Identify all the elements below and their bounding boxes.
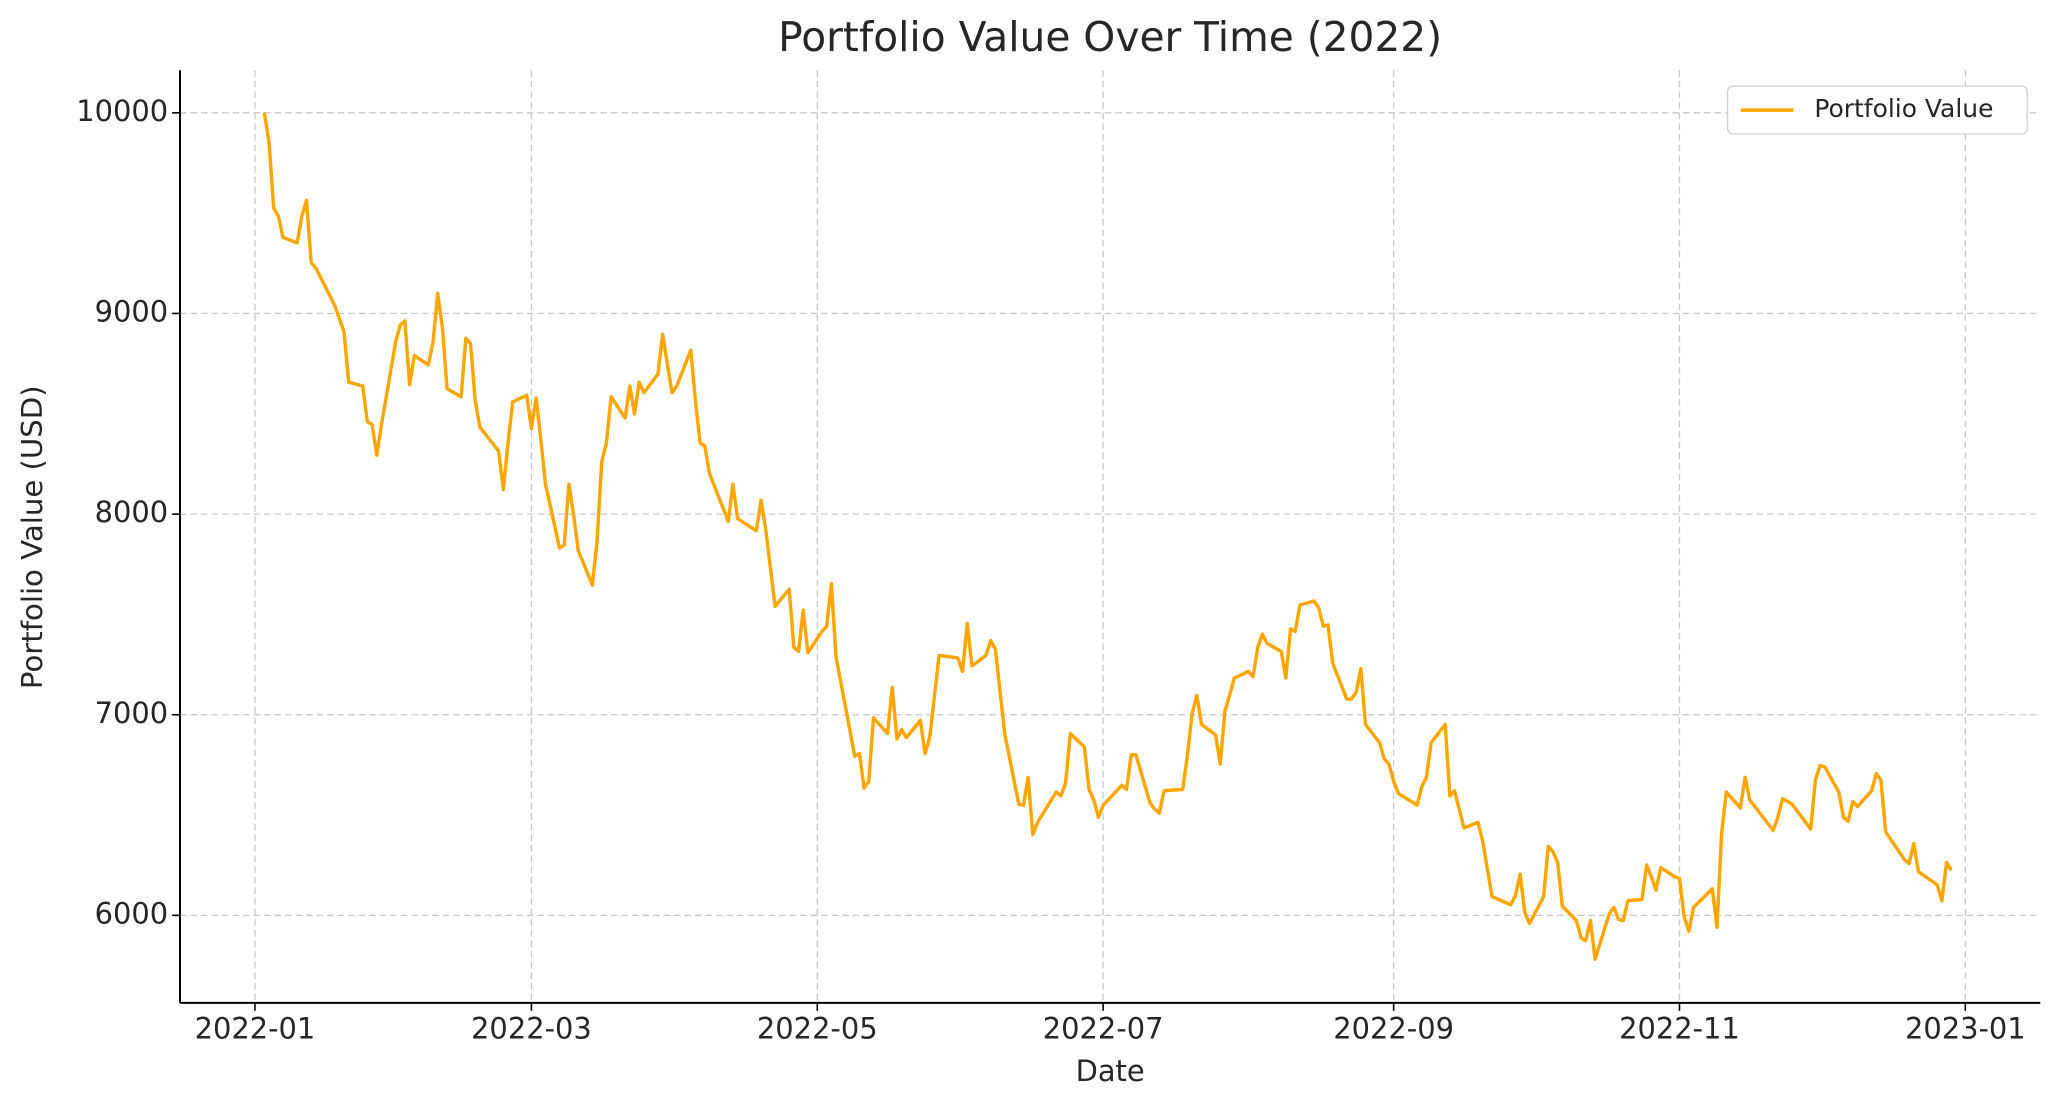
x-tick-label: 2022-03 bbox=[471, 1012, 592, 1046]
y-tick-label: 8000 bbox=[95, 495, 169, 529]
y-axis-label: Portfolio Value (USD) bbox=[15, 385, 49, 689]
legend-box bbox=[1726, 85, 2028, 135]
x-axis-label: Date bbox=[1076, 1054, 1145, 1088]
chart-title: Portfolio Value Over Time (2022) bbox=[778, 13, 1442, 61]
legend-label: Portfolio Value bbox=[1814, 94, 1993, 123]
line-series bbox=[262, 112, 1953, 961]
x-tick-label: 2022-01 bbox=[195, 1012, 316, 1046]
x-tick-label: 2022-11 bbox=[1619, 1012, 1740, 1046]
x-tick-label: 2022-09 bbox=[1333, 1012, 1454, 1046]
x-tick-label: 2023-01 bbox=[1905, 1012, 2026, 1046]
y-tick-label: 9000 bbox=[95, 294, 169, 328]
legend: Portfolio Value bbox=[1726, 85, 2028, 135]
y-tick-label: 7000 bbox=[95, 696, 169, 730]
x-tick-label: 2022-05 bbox=[757, 1012, 878, 1046]
y-tick-label: 10000 bbox=[76, 94, 168, 128]
x-tick-label: 2022-07 bbox=[1043, 1012, 1164, 1046]
y-tick-label: 6000 bbox=[95, 896, 169, 930]
